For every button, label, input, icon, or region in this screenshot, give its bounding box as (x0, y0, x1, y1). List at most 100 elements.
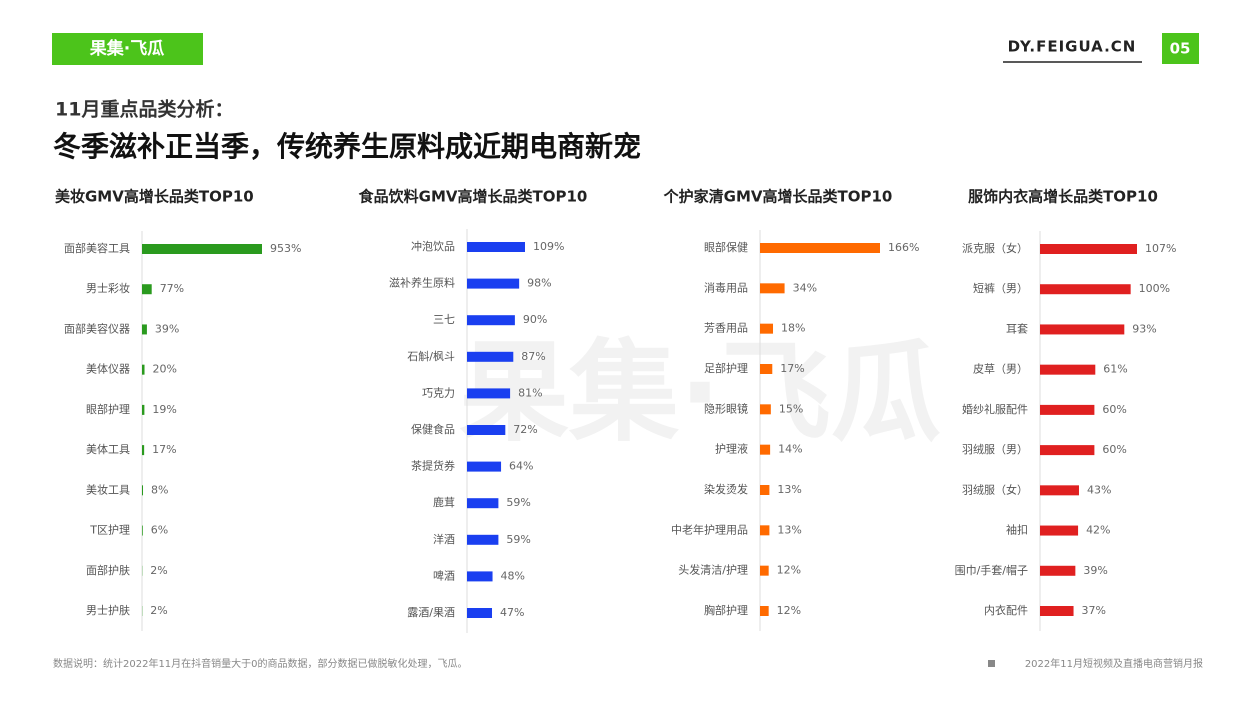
category-label: 隐形眼镜 (704, 401, 748, 415)
category-label: 耳套 (1006, 322, 1028, 335)
category-label: 面部美容工具 (64, 241, 130, 255)
category-label: 冲泡饮品 (411, 239, 455, 253)
category-label: 滋补养生原料 (389, 276, 455, 290)
bar (760, 283, 785, 294)
title: 冬季滋补正当季，传统养生原料成近期电商新宠 (53, 130, 641, 163)
bar (467, 315, 515, 326)
bar (760, 606, 769, 616)
category-label: 皮草（男） (973, 363, 1028, 376)
bar (1040, 485, 1079, 496)
bar (467, 425, 506, 435)
value-label: 14% (778, 443, 802, 456)
chart-title: 美妆GMV高增长品类TOP10 (55, 188, 254, 206)
bar (760, 243, 880, 253)
bar (760, 364, 773, 374)
value-label: 107% (1145, 242, 1176, 255)
page-box (1162, 33, 1199, 64)
category-label: 巧克力 (422, 386, 455, 399)
bar (467, 461, 502, 472)
category-label: 露酒/果酒 (407, 606, 455, 619)
value-label: 39% (155, 322, 179, 335)
category-label: 袖扣 (1006, 523, 1028, 537)
bar (467, 242, 525, 252)
footer-note: 数据说明：统计2022年11月在抖音销量大于0的商品数据，部分数据已做脱敏化处理… (53, 657, 468, 670)
value-label: 87% (521, 350, 545, 363)
category-label: 眼部保健 (704, 240, 748, 254)
value-label: 8% (151, 483, 168, 496)
bar (467, 278, 520, 289)
category-label: 茶提货券 (411, 459, 455, 473)
value-label: 100% (1139, 282, 1170, 295)
bar (1040, 244, 1137, 254)
bar (1040, 404, 1095, 415)
bar (467, 608, 493, 618)
category-label: 眼部护理 (86, 402, 130, 416)
bar (467, 534, 499, 545)
bar (1040, 364, 1096, 375)
value-label: 98% (527, 277, 551, 290)
subtitle: 11月重点品类分析： (55, 98, 233, 121)
value-label: 42% (1086, 524, 1110, 537)
bar (142, 324, 147, 335)
bar (467, 571, 493, 582)
category-label: 美妆工具 (86, 483, 130, 496)
bar (142, 364, 145, 375)
category-label: 面部美容仪器 (64, 321, 130, 335)
footer-report: 2022年11月短视频及直播电商营销月报 (1025, 657, 1203, 670)
bar (142, 445, 145, 456)
bar (142, 244, 262, 254)
bar (1040, 565, 1076, 576)
category-label: 内衣配件 (984, 603, 1028, 617)
value-label: 48% (501, 569, 525, 582)
bar (467, 351, 514, 362)
category-label: 护理液 (715, 442, 748, 456)
value-label: 19% (152, 403, 176, 416)
bar (142, 525, 143, 536)
site: DY.FEIGUA.CN (1008, 38, 1137, 56)
bar (1040, 284, 1131, 295)
category-label: 芳香用品 (704, 321, 748, 335)
value-label: 64% (509, 460, 533, 473)
value-label: 37% (1082, 604, 1106, 617)
bar (142, 284, 152, 295)
value-label: 12% (777, 564, 801, 577)
bar (1040, 445, 1095, 456)
value-label: 2% (150, 604, 167, 617)
value-label: 18% (781, 322, 805, 335)
bar (1040, 525, 1079, 536)
bar (760, 323, 774, 334)
value-label: 43% (1087, 483, 1111, 496)
value-label: 60% (1102, 443, 1126, 456)
category-label: T区护理 (89, 523, 130, 537)
value-label: 6% (151, 524, 168, 537)
category-label: 足部护理 (704, 361, 748, 375)
value-label: 12% (777, 604, 801, 617)
value-label: 17% (780, 362, 804, 375)
bar (1040, 606, 1074, 616)
bar (760, 565, 769, 576)
bar (467, 498, 499, 509)
category-label: 婚纱礼服配件 (962, 402, 1028, 416)
value-label: 90% (523, 313, 547, 326)
value-label: 47% (500, 606, 524, 619)
value-label: 17% (152, 443, 176, 456)
category-label: 面部护肤 (86, 563, 130, 577)
category-label: 鹿茸 (433, 495, 455, 509)
category-label: 头发清洁/护理 (678, 563, 748, 577)
value-label: 15% (779, 402, 803, 415)
value-label: 13% (777, 523, 801, 536)
value-label: 77% (160, 282, 184, 295)
category-label: 保健食品 (411, 422, 455, 436)
chart-title: 服饰内衣高增长品类TOP10 (968, 188, 1158, 206)
value-label: 59% (506, 496, 530, 509)
value-label: 61% (1103, 363, 1127, 376)
bar (467, 388, 511, 399)
value-label: 59% (506, 533, 530, 546)
bar (142, 485, 144, 496)
logo: 果集·飞瓜 (90, 38, 164, 59)
value-label: 60% (1102, 403, 1126, 416)
value-label: 2% (150, 564, 167, 577)
category-label: 消毒用品 (704, 280, 748, 294)
chart-title: 食品饮料GMV高增长品类TOP10 (359, 188, 588, 206)
